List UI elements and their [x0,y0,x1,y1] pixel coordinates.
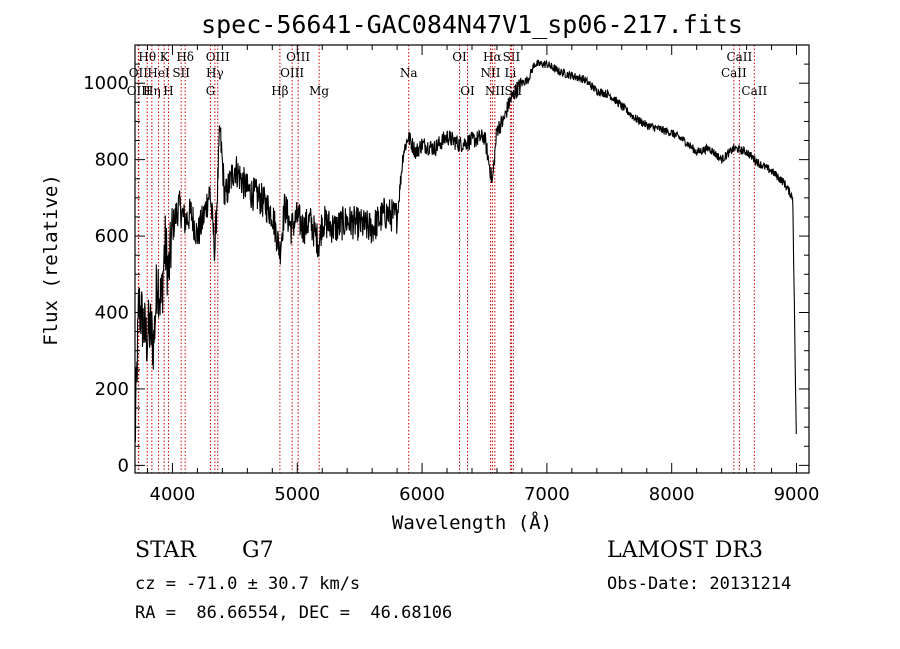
spectral-line-label: SII [172,66,190,80]
x-tick-label: 7000 [524,484,570,505]
spectral-line-label: HeI [147,66,170,80]
survey-name: LAMOST DR3 [607,538,763,563]
y-tick-label: 400 [95,303,129,324]
spectral-line-label: NII [485,84,505,98]
spectral-line-label: CaII [726,50,752,64]
spectral-line-label: OIII [286,50,310,64]
x-tick-label: 4000 [150,484,196,505]
spectral-line-label: OIII [127,84,151,98]
spectral-line-label: OI [452,50,467,64]
spectral-line-label: Li [505,66,517,80]
axis-ticks: 4000 5000 6000 7000 8000 9000 0 200 400 600 800 100… [83,45,819,505]
plot-frame [134,44,810,474]
spectral-line-label: G [206,84,216,98]
chart-title: spec-56641-GAC084N47V1_sp06-217.fits [201,10,743,39]
object-class: STAR [135,538,196,563]
spectral-line-label: OIII [206,50,230,64]
spectral-line-label: Hγ [206,66,224,80]
x-tick-label: 6000 [399,484,445,505]
spectral-line-label: SII [503,50,521,64]
coordinates-text: RA = 86.66554, DEC = 46.68106 [135,603,453,623]
spectral-line-label: CaII [741,84,767,98]
spectral-line-label: K [160,50,170,64]
spectral-line-label: Hθ [138,50,156,64]
x-tick-label: 8000 [649,484,695,505]
spectral-line-label: OIII [280,66,304,80]
spectral-line-label: Hβ [271,84,288,98]
y-tick-label: 1000 [83,73,129,94]
spectral-line-label: CaII [721,66,747,80]
redshift-text: cz = -71.0 ± 30.7 km/s [135,574,361,594]
y-axis-label: Flux (relative) [40,174,62,346]
spectral-line-label: Na [400,66,418,80]
x-axis-label: Wavelength (Å) [392,511,552,534]
y-tick-label: 600 [95,226,129,247]
series-group [134,59,797,443]
obs-date: Obs-Date: 20131214 [607,574,792,594]
spectral-line-label: Hη [143,84,161,98]
plot-area [134,44,810,474]
spectral-line-label: H [163,84,173,98]
spectral-line-label: Hα [483,50,502,64]
object-subclass: G7 [242,538,274,563]
spectral-line-label: Mg [309,84,329,98]
spectral-line-label: NII [480,66,500,80]
spectral-line-label: Hδ [176,50,194,64]
x-tick-label: 9000 [774,484,820,505]
y-tick-label: 800 [95,150,129,171]
y-tick-label: 0 [118,455,129,476]
spectral-line-label: OI [460,84,475,98]
x-tick-label: 5000 [274,484,320,505]
spectrum-line [134,59,797,443]
y-tick-label: 200 [95,379,129,400]
